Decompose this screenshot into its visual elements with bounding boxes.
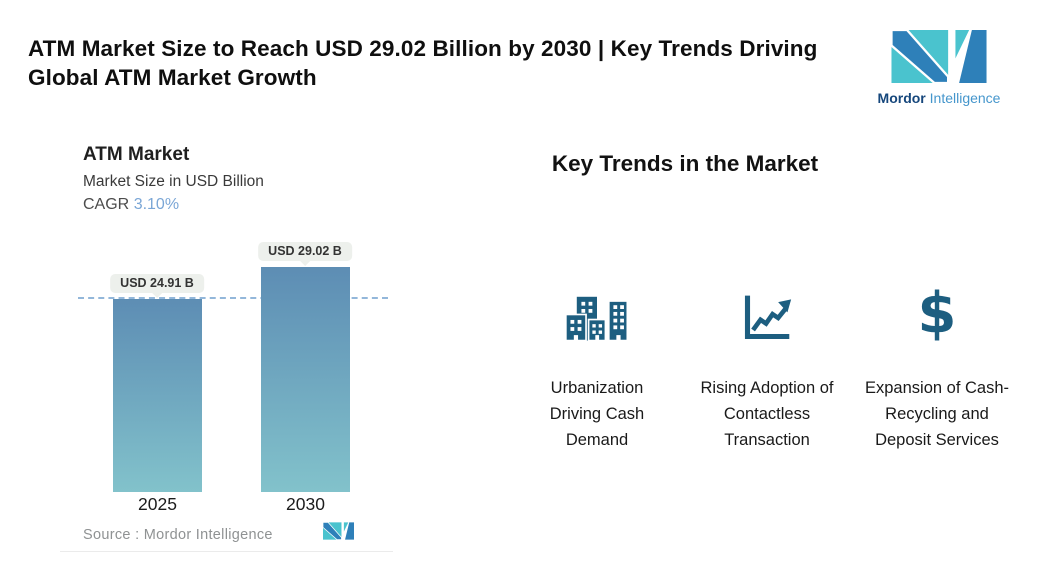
trend-item-urbanization: Urbanization Driving Cash Demand: [517, 281, 677, 453]
mordor-intelligence-mini-logo-icon: [322, 521, 354, 541]
trend-label-cash-recycling: Expansion of Cash-Recycling and Deposit …: [865, 379, 1009, 449]
bar-2030: [261, 267, 350, 492]
reference-line: [78, 297, 388, 299]
cagr-label: CAGR: [83, 196, 130, 213]
bar-value-label-2025: USD 24.91 B: [110, 274, 204, 298]
source-note: Source : Mordor Intelligence: [83, 527, 273, 543]
chart-cagr: CAGR 3.10%: [83, 196, 179, 214]
buildings-icon: [565, 296, 629, 342]
footer-logo: [322, 521, 354, 546]
market-chart-card: ATM Market Market Size in USD Billion CA…: [60, 130, 393, 552]
cagr-value: 3.10%: [133, 196, 180, 213]
mordor-intelligence-logo-icon: [891, 30, 987, 83]
brand-wordmark: Mordor Intelligence: [869, 90, 1009, 106]
dollar-icon: $: [917, 281, 957, 346]
trends-heading: Key Trends in the Market: [551, 151, 819, 176]
x-axis-label-2025: 2025: [138, 494, 177, 514]
chart-subtitle: Market Size in USD Billion: [83, 173, 264, 190]
trend-item-cash-recycling: $ Expansion of Cash-Recycling and Deposi…: [857, 281, 1017, 453]
bar-value-text-2030: USD 29.02 B: [268, 244, 342, 258]
trend-item-contactless: Rising Adoption of Contactless Transacti…: [687, 281, 847, 453]
brand-name-light: Intelligence: [929, 90, 1001, 106]
trend-label-urbanization: Urbanization Driving Cash Demand: [549, 379, 645, 449]
brand-name-bold: Mordor: [877, 90, 926, 106]
bar-value-text-2025: USD 24.91 B: [120, 276, 194, 290]
brand-logo: Mordor Intelligence: [869, 30, 1009, 106]
bar-value-label-2030: USD 29.02 B: [258, 242, 352, 266]
bar-2025: [113, 299, 202, 492]
line-chart-up-icon: [744, 295, 792, 340]
trend-columns: Urbanization Driving Cash Demand Rising …: [517, 281, 1017, 453]
page-title: ATM Market Size to Reach USD 29.02 Billi…: [28, 36, 818, 90]
bar-chart-plot: USD 24.91 B USD 29.02 B: [60, 130, 393, 492]
chart-title: ATM Market: [83, 144, 190, 165]
trend-label-contactless: Rising Adoption of Contactless Transacti…: [700, 379, 834, 449]
x-axis-label-2030: 2030: [286, 494, 325, 514]
